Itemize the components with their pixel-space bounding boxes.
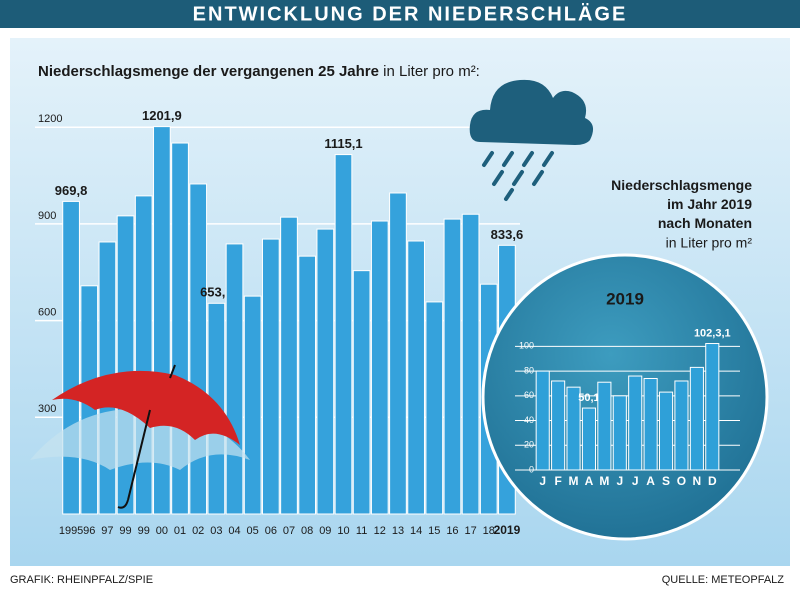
bar bbox=[443, 218, 462, 515]
y-tick-label: 60 bbox=[524, 390, 534, 400]
bar bbox=[407, 240, 425, 515]
y-tick-label: 0 bbox=[529, 464, 534, 474]
x-tick-label: 96 bbox=[83, 525, 95, 537]
bar bbox=[225, 243, 244, 515]
bar bbox=[134, 195, 153, 515]
y-tick-label: 100 bbox=[519, 341, 534, 351]
bar bbox=[581, 407, 597, 471]
x-tick-label: 12 bbox=[374, 525, 386, 537]
bar bbox=[62, 200, 80, 515]
main-title-text: Niederschlagsmenge der vergangenen 25 Ja… bbox=[38, 63, 379, 80]
x-tick-label: M bbox=[599, 474, 609, 488]
bar bbox=[352, 270, 371, 515]
bar bbox=[425, 301, 444, 515]
footer-left: GRAFIK: RHEINPFALZ/SPIE bbox=[10, 574, 153, 586]
bar bbox=[674, 380, 689, 471]
x-tick-label: J bbox=[616, 474, 623, 488]
bar bbox=[689, 366, 704, 471]
header-band bbox=[0, 0, 800, 28]
bar bbox=[261, 238, 280, 515]
y-tick-label: 20 bbox=[524, 440, 534, 450]
value-label: 50,1 bbox=[578, 392, 599, 404]
cloud-icon bbox=[469, 79, 594, 201]
x-tick-label: 04 bbox=[228, 525, 240, 537]
bar bbox=[316, 228, 335, 515]
x-tick-label: M bbox=[569, 474, 579, 488]
y-tick-label: 600 bbox=[38, 307, 56, 319]
x-tick-label: A bbox=[646, 474, 655, 488]
value-label: 1201,9 bbox=[142, 108, 182, 123]
inset-unit: in Liter pro m² bbox=[666, 235, 753, 251]
bar bbox=[658, 391, 674, 471]
bar bbox=[705, 343, 720, 471]
bar bbox=[298, 255, 317, 515]
x-tick-label: 06 bbox=[265, 525, 277, 537]
x-tick-label: 1995 bbox=[59, 525, 83, 537]
bar bbox=[116, 215, 135, 515]
x-tick-label: 11 bbox=[356, 525, 367, 537]
x-tick-label: 09 bbox=[319, 525, 331, 537]
x-tick-label: 10 bbox=[337, 525, 349, 537]
bar bbox=[189, 183, 208, 515]
bar bbox=[643, 378, 658, 471]
x-tick-label: 01 bbox=[174, 525, 186, 537]
x-tick-label: 15 bbox=[428, 525, 440, 537]
bar bbox=[535, 370, 550, 471]
x-tick-label: O bbox=[677, 474, 686, 488]
header-title: ENTWICKLUNG DER NIEDERSCHLÄGE bbox=[193, 2, 628, 25]
umbrella-icon bbox=[30, 364, 250, 509]
x-tick-label: 99 bbox=[138, 525, 150, 537]
x-tick-label: J bbox=[539, 474, 546, 488]
bar bbox=[628, 375, 643, 471]
main-title: Niederschlagsmenge der vergangenen 25 Ja… bbox=[38, 63, 480, 80]
x-tick-label: 00 bbox=[156, 525, 168, 537]
x-tick-label: F bbox=[554, 474, 561, 488]
y-tick-label: 300 bbox=[38, 403, 56, 415]
bar bbox=[461, 213, 480, 515]
value-label: 833,6 bbox=[491, 227, 524, 242]
footer-right: QUELLE: METEOPFALZ bbox=[662, 574, 785, 586]
y-tick-label: 1200 bbox=[38, 113, 62, 125]
x-tick-label: 13 bbox=[392, 525, 404, 537]
x-tick-label: 18 bbox=[483, 525, 495, 537]
value-label: 1115,1 bbox=[324, 136, 362, 151]
x-tick-label: S bbox=[662, 474, 670, 488]
y-tick-label: 80 bbox=[524, 365, 534, 375]
bar bbox=[551, 380, 566, 471]
bar bbox=[334, 154, 353, 515]
x-tick-label: D bbox=[708, 474, 717, 488]
x-tick-label: 03 bbox=[210, 525, 222, 537]
x-tick-label: 2019 bbox=[494, 523, 521, 537]
inset-label: 2019 bbox=[606, 289, 644, 308]
value-label: 969,8 bbox=[55, 183, 88, 198]
x-tick-label: 08 bbox=[301, 525, 313, 537]
x-tick-label: 97 bbox=[101, 525, 113, 537]
x-tick-label: 99 bbox=[119, 525, 131, 537]
value-label: 102,3,1 bbox=[694, 327, 731, 339]
x-tick-label: 02 bbox=[192, 525, 204, 537]
value-label: 653,7 bbox=[200, 285, 233, 300]
bar bbox=[612, 395, 627, 471]
x-tick-label: 16 bbox=[446, 525, 458, 537]
x-tick-label: 07 bbox=[283, 525, 295, 537]
bar bbox=[243, 295, 262, 515]
x-tick-label: N bbox=[693, 474, 702, 488]
bar bbox=[597, 381, 612, 471]
main-unit: in Liter pro m²: bbox=[383, 63, 480, 80]
x-tick-label: J bbox=[632, 474, 639, 488]
y-tick-label: 40 bbox=[524, 415, 534, 425]
bar bbox=[280, 216, 298, 515]
x-tick-label: 05 bbox=[247, 525, 259, 537]
x-tick-label: 14 bbox=[410, 525, 422, 537]
bar bbox=[389, 192, 407, 515]
bar bbox=[566, 386, 581, 471]
inset-title: Niederschlagsmenge im Jahr 2019 nach Monat… bbox=[611, 177, 752, 231]
x-tick-label: A bbox=[585, 474, 594, 488]
x-tick-label: 17 bbox=[464, 525, 476, 537]
y-tick-label: 900 bbox=[38, 210, 56, 222]
bar bbox=[370, 220, 389, 515]
